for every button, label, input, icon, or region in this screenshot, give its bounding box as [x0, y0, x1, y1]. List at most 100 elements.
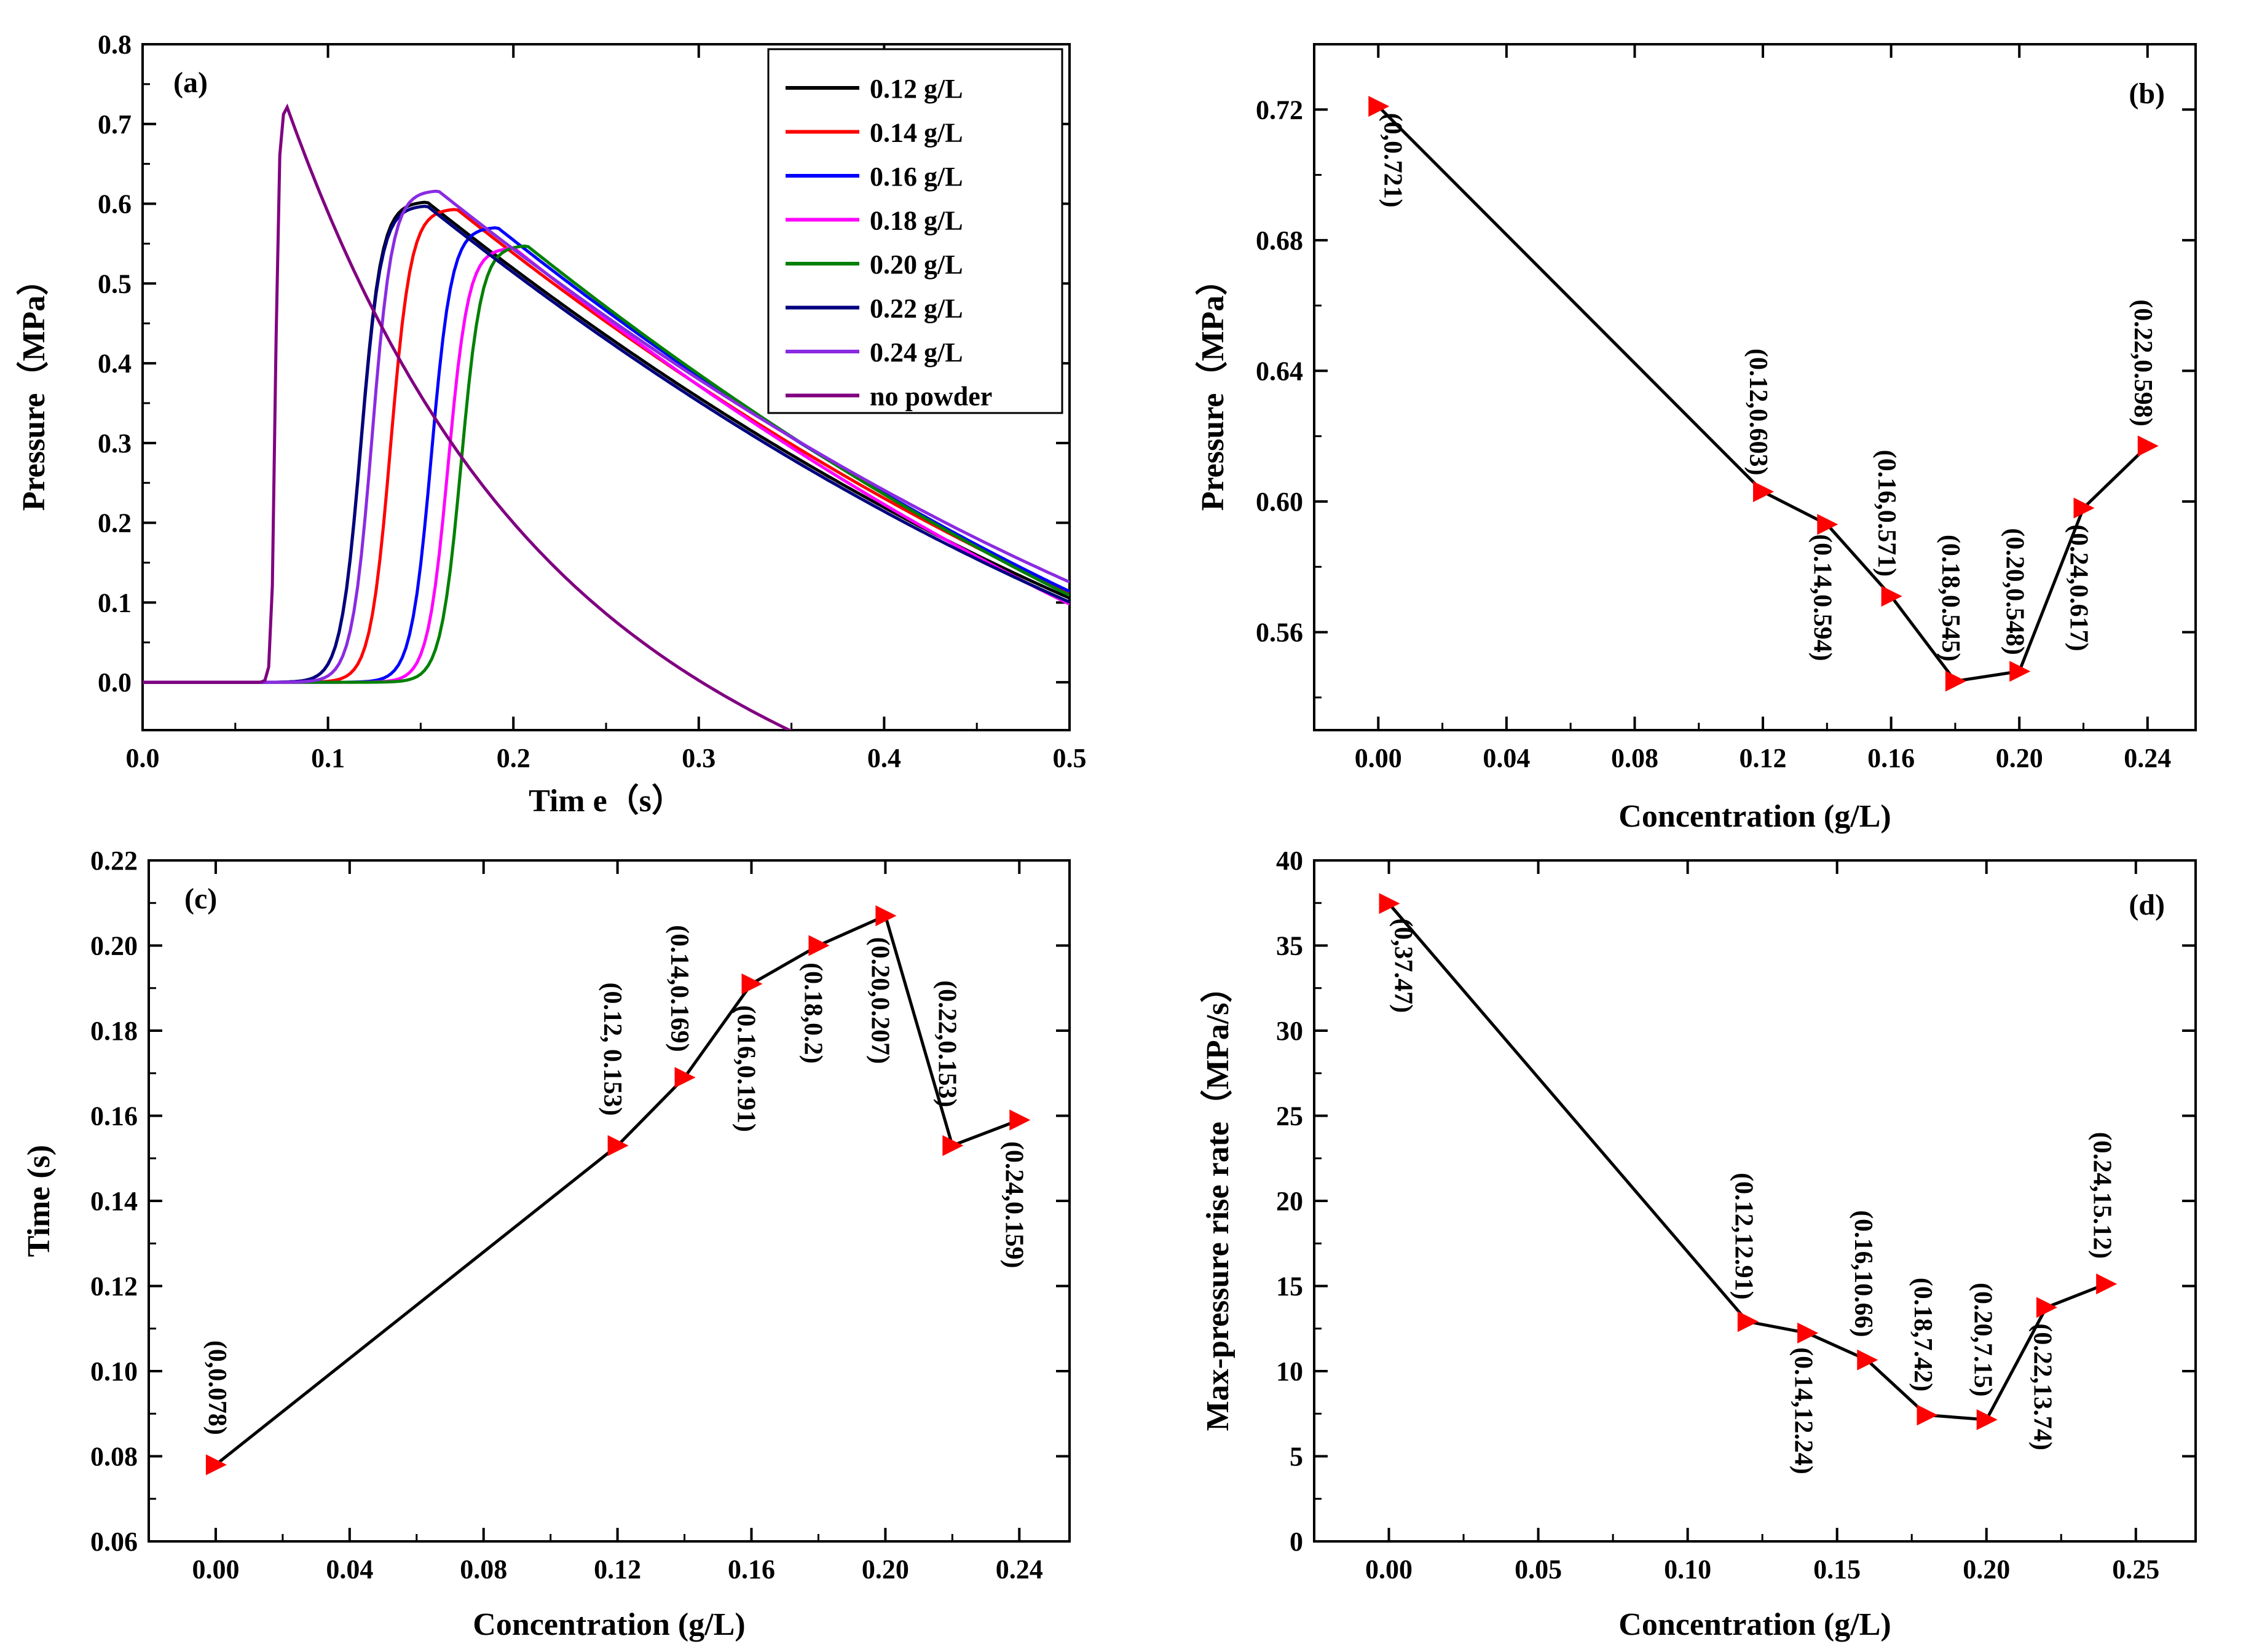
legend-label: 0.12 g/L [870, 74, 963, 104]
x-tick-label: 0.24 [996, 1554, 1043, 1584]
data-point-marker [1368, 95, 1390, 117]
y-tick-label: 0.68 [1256, 226, 1303, 256]
data-point-marker [2036, 1297, 2057, 1318]
x-tick-label: 0.20 [1963, 1554, 2010, 1584]
point-label: (0,37.47) [1389, 918, 1417, 1013]
panel-3: 0.00 0.05 0.10 0.15 0.20 0.25 0 5 10 15 20 25 30 35 40… [1200, 846, 2197, 1642]
y-tick-label: 0.0 [98, 667, 132, 698]
data-point-marker [1797, 1322, 1819, 1343]
point-label: (0.16,10.66) [1849, 1210, 1877, 1337]
point-label: (0,0.078) [203, 1340, 231, 1435]
y-tick-label: 0.2 [98, 508, 132, 538]
x-tick-label: 0.08 [1611, 743, 1658, 773]
x-tick-label: 0.20 [1996, 743, 2043, 773]
y-tick-label: 0.10 [90, 1356, 138, 1386]
panel-label: (c) [184, 883, 217, 915]
x-tick-label: 0.05 [1515, 1554, 1562, 1584]
point-label: (0.22,13.74) [2028, 1323, 2057, 1450]
x-tick-label: 0.1 [311, 743, 345, 773]
point-label: (0.14,0.594) [1808, 534, 1836, 661]
y-tick-label: 0.12 [90, 1272, 138, 1302]
data-point-marker [1817, 514, 1838, 535]
data-point-marker [1976, 1409, 1998, 1430]
data-point-marker [2073, 497, 2095, 519]
data-point-marker [942, 1135, 964, 1156]
series-line [1387, 902, 2107, 1422]
point-label: (0.12,0.603) [1744, 348, 1772, 475]
x-tick-label: 0.25 [2112, 1554, 2159, 1584]
x-axis-label: Concentration (g/L) [1618, 799, 1891, 834]
y-axis-label: Pressure（MPa） [16, 264, 52, 511]
y-axis-label: Time (s) [22, 1145, 57, 1257]
x-tick-label: 0.2 [497, 743, 530, 773]
y-tick-label: 0.20 [90, 931, 138, 961]
y-tick-label: 30 [1276, 1016, 1303, 1046]
x-tick-label: 0.04 [326, 1554, 373, 1584]
legend-label: 0.22 g/L [870, 294, 963, 324]
x-tick-label: 0.4 [867, 743, 901, 773]
series-line [1377, 105, 2149, 683]
panel-1: 0.00 0.04 0.08 0.12 0.16 0.20 0.24 0.56 0.60 0.64… [1195, 43, 2197, 834]
y-tick-label: 0.18 [90, 1016, 138, 1046]
x-tick-label: 0.12 [594, 1554, 641, 1584]
series-line [215, 913, 1020, 1466]
data-point-marker [607, 1135, 629, 1156]
point-label: (0.22,0.598) [2129, 299, 2157, 426]
point-label: (0.14,0.169) [665, 925, 693, 1052]
x-tick-label: 0.04 [1483, 743, 1530, 773]
y-tick-label: 5 [1290, 1442, 1303, 1472]
point-label: (0.24,0.159) [1000, 1141, 1028, 1268]
point-label: (0.20,7.15) [1968, 1283, 1996, 1396]
y-tick-label: 15 [1276, 1272, 1303, 1302]
y-axis-label: Pressure（MPa） [1195, 264, 1231, 511]
legend-label: 0.24 g/L [870, 337, 963, 368]
series-curve-7 [143, 103, 794, 730]
data-point-marker [875, 905, 897, 927]
point-label: (0.22,0.153) [933, 980, 961, 1107]
data-point-marker [1917, 1404, 1938, 1426]
y-tick-label: 35 [1276, 931, 1303, 961]
legend-label: 0.14 g/L [870, 118, 963, 148]
x-tick-label: 0.16 [728, 1554, 775, 1584]
x-tick-label: 0.15 [1813, 1554, 1861, 1584]
point-label: (0.20,0.207) [866, 937, 894, 1064]
panel-2: 0.00 0.04 0.08 0.12 0.16 0.20 0.24 0.06 0.08 0.10… [22, 846, 1071, 1642]
panel-label: (b) [2129, 77, 2165, 110]
data-point-marker [2009, 661, 2031, 682]
panel-label: (a) [173, 66, 208, 99]
point-label: (0.16,0.191) [732, 1005, 760, 1131]
x-axis-label: Concentration (g/L) [473, 1607, 745, 1642]
y-tick-label: 0 [1290, 1527, 1303, 1557]
point-label: (0.16,0.571) [1872, 450, 1901, 576]
y-tick-label: 0.1 [98, 588, 132, 618]
y-tick-label: 20 [1276, 1186, 1303, 1216]
data-point-marker [2137, 435, 2159, 457]
x-tick-label: 0.12 [1740, 743, 1787, 773]
x-tick-label: 0.24 [2124, 743, 2171, 773]
x-tick-label: 0.16 [1867, 743, 1915, 773]
x-tick-label: 0.10 [1664, 1554, 1711, 1584]
plot-frame [148, 859, 1071, 1543]
data-point-marker [808, 935, 830, 956]
y-tick-label: 0.8 [98, 30, 132, 60]
data-point-marker [2096, 1273, 2118, 1295]
data-point-marker [1753, 481, 1775, 503]
y-tick-label: 10 [1276, 1356, 1303, 1386]
y-tick-label: 0.22 [90, 846, 138, 876]
data-point-marker [674, 1067, 696, 1088]
series-curve-6 [143, 189, 1070, 684]
y-tick-label: 0.72 [1256, 95, 1303, 125]
y-tick-label: 40 [1276, 846, 1303, 876]
legend: 0.12 g/L 0.14 g/L 0.16 g/L 0.18 g/L 0.20 g/L… [767, 48, 1063, 414]
y-tick-label: 0.4 [98, 348, 132, 379]
y-tick-label: 25 [1276, 1101, 1303, 1131]
point-label: (0.24,0.617) [2065, 524, 2093, 651]
x-tick-label: 0.3 [682, 743, 715, 773]
data-point-marker [1737, 1311, 1759, 1332]
y-tick-label: 0.06 [90, 1527, 138, 1557]
panel-label: (d) [2129, 889, 2165, 921]
y-tick-label: 0.08 [90, 1442, 138, 1472]
point-label: (0.18,7.42) [1909, 1278, 1937, 1391]
x-tick-label: 0.00 [1355, 743, 1402, 773]
